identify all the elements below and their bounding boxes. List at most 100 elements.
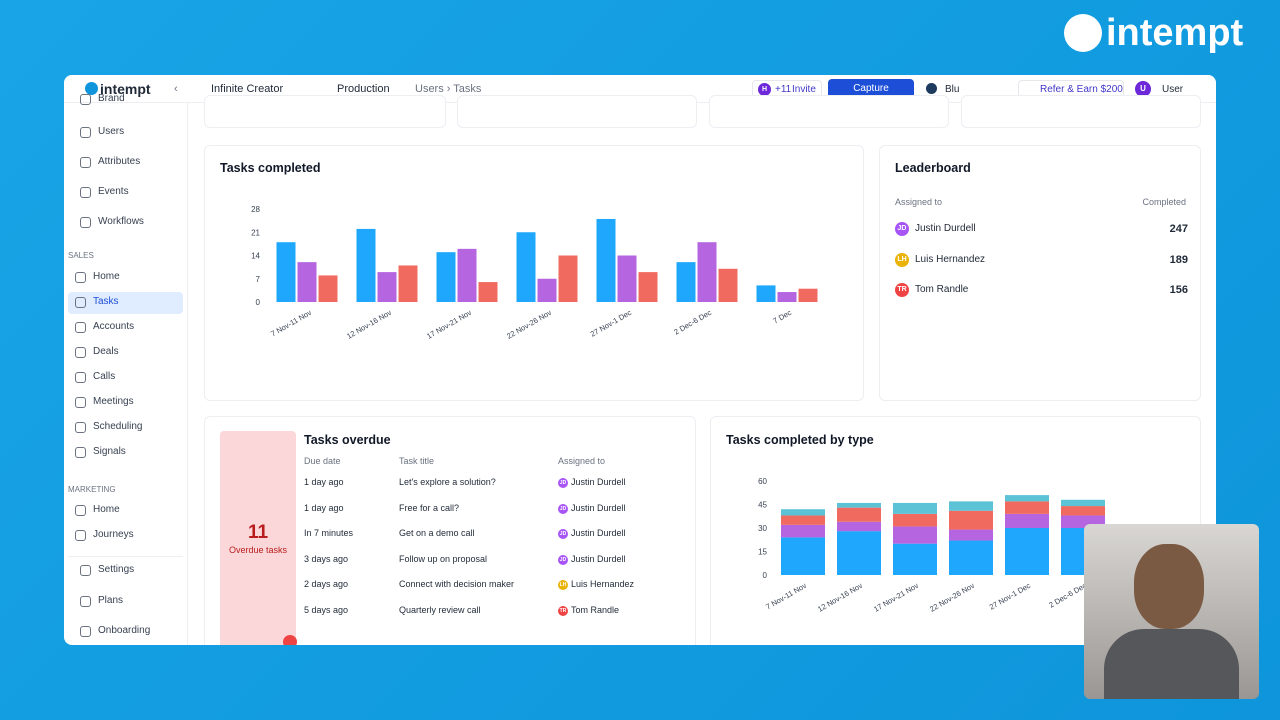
- bar: [398, 265, 418, 302]
- overdue-label: Overdue tasks: [228, 545, 288, 555]
- nav-item[interactable]: Deals: [93, 346, 119, 357]
- brand-icon: [1064, 14, 1102, 52]
- bar-segment: [781, 509, 825, 516]
- workspace-select[interactable]: Infinite Creator: [211, 83, 284, 95]
- invite-label: Invite: [792, 84, 816, 95]
- nav-icon: [75, 447, 86, 458]
- task-title[interactable]: Quarterly review call: [399, 605, 481, 615]
- invite-count: +11: [775, 84, 792, 95]
- nav-item[interactable]: Brand: [98, 93, 125, 104]
- brand-logo: intempt: [1106, 12, 1244, 54]
- bar: [516, 232, 536, 302]
- due-date: 5 days ago: [304, 605, 349, 615]
- bar-segment: [837, 502, 881, 508]
- nav-icon: [75, 505, 86, 516]
- app-logo: intempt: [100, 81, 151, 97]
- task-title[interactable]: Free for a call?: [399, 502, 460, 513]
- bar: [276, 242, 296, 302]
- task-title[interactable]: Get on a demo call: [399, 528, 475, 539]
- nav-item[interactable]: Calls: [93, 371, 116, 382]
- avatar: JD: [558, 503, 568, 514]
- nav-item[interactable]: Workflows: [98, 216, 144, 227]
- nav-item[interactable]: Meetings: [93, 396, 134, 407]
- webcam-feed: [1084, 524, 1259, 699]
- nav-icon: [75, 530, 86, 541]
- bar: [356, 228, 376, 302]
- overdue-summary: [220, 431, 296, 645]
- bar-segment: [949, 501, 993, 511]
- nav-item[interactable]: Events: [98, 186, 129, 197]
- bar: [697, 242, 717, 302]
- nav-item[interactable]: Plans: [98, 595, 124, 606]
- nav-item[interactable]: Users: [98, 126, 125, 137]
- bar-segment: [837, 507, 881, 522]
- nav-item[interactable]: Scheduling: [93, 421, 143, 432]
- nav-icon: [80, 565, 91, 576]
- app-window: intempt ‹ Infinite Creator Production Us…: [64, 75, 1216, 645]
- bar-segment: [781, 524, 825, 538]
- nav-item[interactable]: Tasks: [93, 296, 119, 307]
- nav-icon: [80, 94, 91, 105]
- task-title[interactable]: Let's explore a solution?: [399, 477, 496, 487]
- nav-item[interactable]: Home: [93, 504, 120, 515]
- theme-select[interactable]: Blu: [945, 84, 960, 95]
- nav-item[interactable]: Settings: [98, 564, 135, 575]
- app-logo-icon: [85, 82, 98, 95]
- nav-icon: [80, 626, 91, 637]
- y-tick-label: 0: [763, 571, 768, 580]
- bar-segment: [949, 510, 993, 530]
- column-header: Completed: [1142, 197, 1186, 207]
- nav-item[interactable]: Home: [93, 271, 120, 282]
- bar-segment: [949, 529, 993, 541]
- collapse-button[interactable]: ‹: [174, 83, 178, 95]
- alert-icon: [283, 635, 297, 645]
- assignee-name: Luis Hernandez: [571, 579, 635, 590]
- avatar: JD: [558, 529, 568, 540]
- stat-card: [709, 95, 949, 128]
- assignee-name: Justin Durdell: [571, 502, 626, 513]
- task-title[interactable]: Follow up on proposal: [399, 553, 488, 564]
- nav-item[interactable]: Accounts: [93, 321, 135, 332]
- bar-segment: [1005, 528, 1049, 575]
- capture-button[interactable]: Capture: [828, 79, 914, 99]
- nav-item[interactable]: Attributes: [98, 156, 141, 167]
- nav-icon: [80, 157, 91, 168]
- column-header: Due date: [304, 456, 341, 466]
- assignee-name: Justin Durdell: [915, 223, 976, 234]
- nav-item[interactable]: Onboarding: [98, 625, 151, 636]
- bar: [457, 248, 477, 302]
- y-tick-label: 7: [256, 275, 261, 284]
- leaderboard-card: [879, 145, 1201, 401]
- card-title: Tasks completed by type: [726, 433, 874, 447]
- nav-icon: [75, 397, 86, 408]
- stat-card: [204, 95, 446, 128]
- nav-icon: [80, 187, 91, 198]
- invite-avatar: H: [758, 83, 771, 96]
- theme-icon: [926, 83, 937, 94]
- bar-segment: [1005, 495, 1049, 502]
- assignee-name: Justin Durdell: [571, 528, 626, 539]
- bar-segment: [781, 537, 825, 575]
- task-title[interactable]: Connect with decision maker: [399, 579, 515, 590]
- bar-segment: [837, 531, 881, 575]
- bar: [756, 285, 776, 302]
- nav-icon: [75, 297, 86, 308]
- avatar: JD: [895, 222, 909, 236]
- assignee-name: Justin Durdell: [571, 553, 626, 564]
- nav-item[interactable]: Signals: [93, 446, 126, 457]
- user-menu[interactable]: User: [1162, 84, 1184, 95]
- nav-icon: [80, 127, 91, 138]
- nav-item[interactable]: Journeys: [93, 529, 134, 540]
- content-overlay: JD Justin Durdell 247 LH Luis Hernandez 189 TR…: [64, 75, 1216, 645]
- avatar: LH: [558, 580, 568, 591]
- bar-segment: [893, 543, 937, 575]
- sidebar: Brand Users Attributes Events Workflows SALES…: [64, 93, 188, 645]
- due-date: 1 day ago: [304, 477, 344, 487]
- completed-count: 189: [1169, 253, 1188, 266]
- completed-count: 156: [1169, 284, 1188, 296]
- environment-select[interactable]: Production: [337, 83, 390, 95]
- webcam-person: [1104, 629, 1239, 699]
- bar: [558, 255, 578, 302]
- nav-icon: [75, 322, 86, 333]
- stat-card: [961, 95, 1201, 128]
